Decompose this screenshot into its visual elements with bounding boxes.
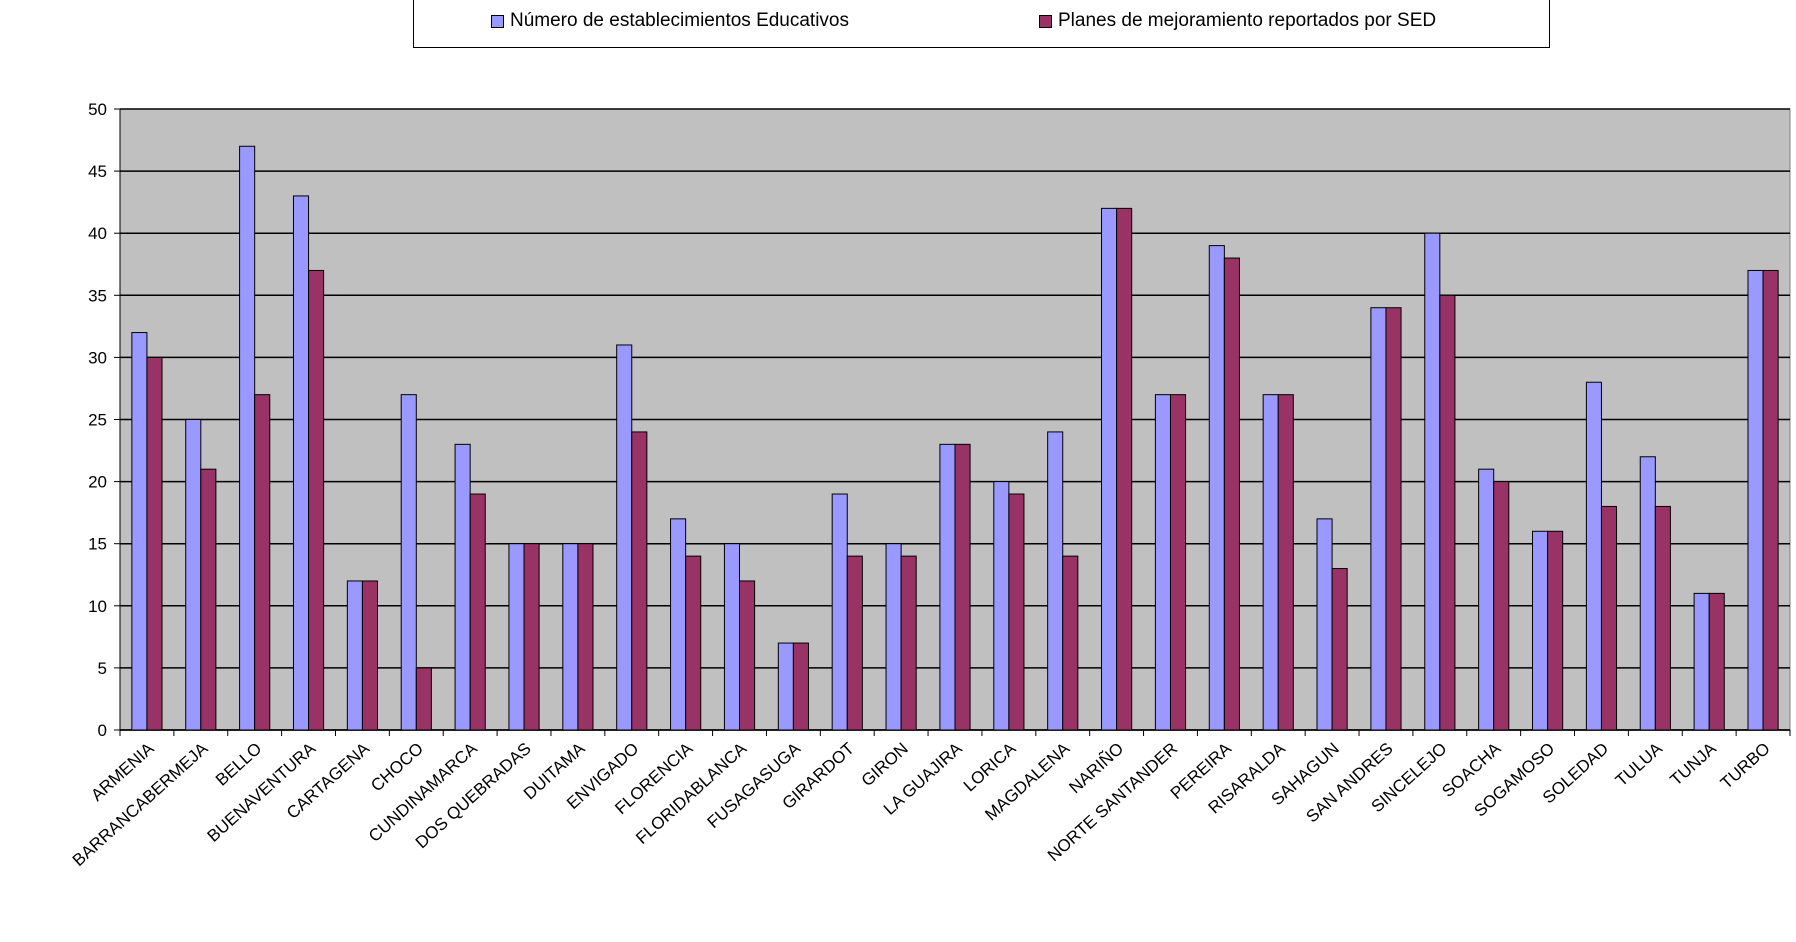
bar <box>739 580 756 731</box>
bar <box>846 555 863 731</box>
bar <box>346 580 363 731</box>
y-tick-label: 35 <box>88 286 107 305</box>
legend-item-establecimientos: Número de establecimientos Educativos <box>491 10 849 32</box>
y-tick-label: 30 <box>88 348 107 367</box>
x-tick-label: FUSAGASUGA <box>704 738 805 832</box>
bar <box>831 493 848 731</box>
bar <box>562 543 579 731</box>
bar <box>1047 431 1064 731</box>
bar <box>292 195 310 731</box>
x-tick-label: TULUA <box>1612 738 1667 790</box>
bar <box>777 642 794 731</box>
bar <box>685 555 702 731</box>
bar <box>361 580 379 731</box>
bar <box>1531 530 1549 731</box>
bar <box>1316 518 1333 731</box>
bar <box>1439 294 1456 731</box>
y-tick-label: 10 <box>88 597 107 616</box>
bar <box>1116 207 1133 731</box>
bar <box>1370 307 1387 731</box>
bar <box>454 443 471 731</box>
bar <box>1693 592 1710 731</box>
bar <box>939 443 956 731</box>
bar <box>200 468 217 731</box>
y-tick-label: 5 <box>98 659 107 678</box>
bar <box>1478 468 1495 731</box>
bar <box>723 543 741 731</box>
bar <box>792 642 809 731</box>
bar <box>400 394 417 731</box>
y-tick-label: 50 <box>88 100 107 119</box>
bar <box>146 356 163 731</box>
bar <box>1639 456 1656 731</box>
bar <box>1762 269 1779 731</box>
bar <box>131 332 148 731</box>
y-tick-label: 20 <box>88 473 107 492</box>
bar <box>1062 555 1079 731</box>
bar <box>577 543 594 731</box>
bar <box>616 344 633 731</box>
y-tick-label: 25 <box>88 411 107 430</box>
y-tick-label: 15 <box>88 535 107 554</box>
bar <box>1277 394 1294 731</box>
x-tick-label: TUNJA <box>1666 738 1720 789</box>
bar <box>254 394 271 731</box>
x-tick-label: TURBO <box>1717 739 1774 793</box>
bar <box>1708 592 1725 731</box>
legend-label-planes: Planes de mejoramiento reportados por SE… <box>1058 10 1437 31</box>
bar <box>1208 245 1225 731</box>
bar <box>1385 307 1402 731</box>
y-tick-label: 0 <box>98 721 107 740</box>
bar <box>1654 505 1671 731</box>
bar <box>1600 505 1618 731</box>
bar <box>1008 493 1025 731</box>
bar <box>1331 568 1348 731</box>
bar <box>885 543 902 731</box>
bar <box>1424 232 1441 731</box>
y-tick-label: 40 <box>88 224 107 243</box>
bar <box>993 481 1010 731</box>
legend-swatch-establecimientos <box>491 14 504 28</box>
bar <box>1262 394 1279 731</box>
bar <box>900 555 917 731</box>
bar <box>1493 481 1510 731</box>
bar <box>415 667 432 731</box>
legend-swatch-planes <box>1039 14 1052 28</box>
bar <box>954 443 971 731</box>
legend: Número de establecimientos Educativos Pl… <box>413 0 1550 48</box>
bar <box>1223 257 1240 731</box>
bar <box>1154 394 1171 731</box>
bar <box>185 419 202 731</box>
bar <box>239 145 256 731</box>
y-tick-label: 45 <box>88 162 107 181</box>
bar <box>1547 530 1564 731</box>
bar <box>631 431 648 731</box>
bar <box>308 269 325 731</box>
legend-label-establecimientos: Número de establecimientos Educativos <box>510 10 850 31</box>
bar <box>1101 207 1118 731</box>
bar <box>1169 394 1187 731</box>
legend-item-planes: Planes de mejoramiento reportados por SE… <box>1039 10 1436 32</box>
bar <box>670 518 687 731</box>
bar <box>1747 269 1764 731</box>
bar <box>1585 381 1602 731</box>
bar <box>508 543 525 731</box>
bar <box>523 543 540 731</box>
bar <box>469 493 486 731</box>
